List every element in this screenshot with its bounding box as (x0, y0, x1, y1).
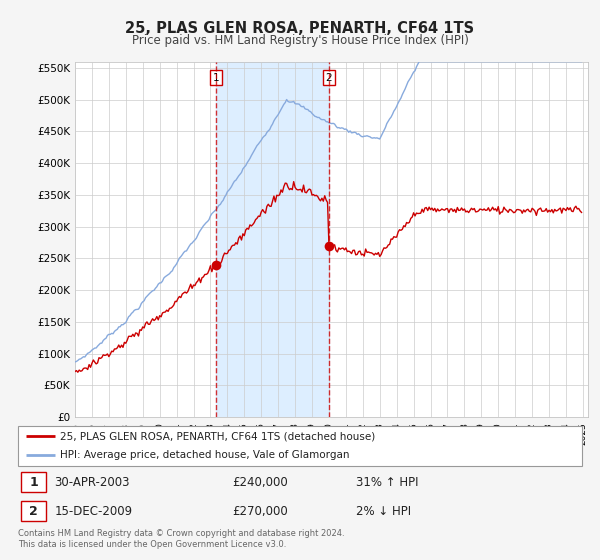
Text: 30-APR-2003: 30-APR-2003 (55, 475, 130, 489)
Text: 2: 2 (326, 73, 332, 83)
Text: 25, PLAS GLEN ROSA, PENARTH, CF64 1TS: 25, PLAS GLEN ROSA, PENARTH, CF64 1TS (125, 21, 475, 36)
Text: 2% ↓ HPI: 2% ↓ HPI (356, 505, 412, 518)
Text: 31% ↑ HPI: 31% ↑ HPI (356, 475, 419, 489)
Text: £240,000: £240,000 (232, 475, 288, 489)
Text: HPI: Average price, detached house, Vale of Glamorgan: HPI: Average price, detached house, Vale… (60, 450, 350, 460)
Bar (216, 62, 329, 417)
Text: 1: 1 (213, 73, 220, 83)
Text: Price paid vs. HM Land Registry's House Price Index (HPI): Price paid vs. HM Land Registry's House … (131, 34, 469, 46)
Text: 25, PLAS GLEN ROSA, PENARTH, CF64 1TS (detached house): 25, PLAS GLEN ROSA, PENARTH, CF64 1TS (d… (60, 432, 376, 441)
Text: 1: 1 (29, 475, 38, 489)
Text: £270,000: £270,000 (232, 505, 288, 518)
Text: Contains HM Land Registry data © Crown copyright and database right 2024.
This d: Contains HM Land Registry data © Crown c… (18, 529, 344, 549)
FancyBboxPatch shape (18, 426, 582, 466)
FancyBboxPatch shape (21, 472, 46, 492)
Text: 15-DEC-2009: 15-DEC-2009 (55, 505, 133, 518)
FancyBboxPatch shape (21, 501, 46, 521)
Text: 2: 2 (29, 505, 38, 518)
